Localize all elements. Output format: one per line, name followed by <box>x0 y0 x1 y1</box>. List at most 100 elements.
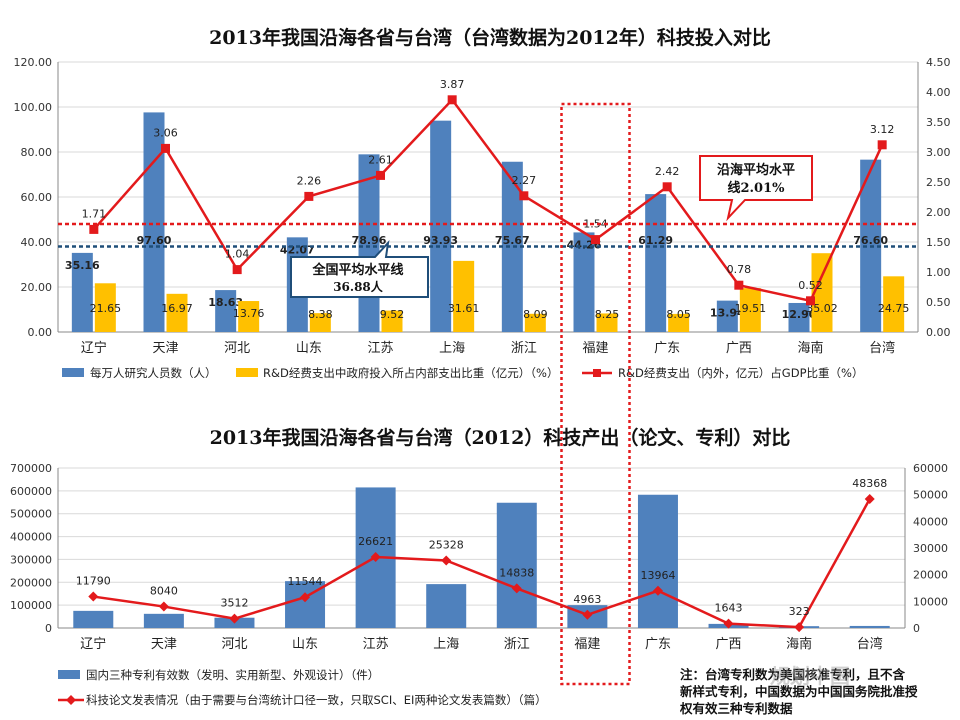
top-chart-title: 2013年我国沿海各省与台湾（台湾数据为2012年）科技投入对比 <box>209 26 771 49</box>
top-line-point <box>662 182 672 192</box>
top-bar <box>309 313 331 332</box>
top-line-point <box>806 296 815 306</box>
bottom-right-tick-label: 30000 <box>913 542 948 555</box>
top-legend-swatch <box>62 368 84 377</box>
footnote: 注：台湾专利数为美国核准专利，且不含 新样式专利，中国数据为中国国务院批准授 权… <box>680 666 952 717</box>
top-bar-value-label: 16.97 <box>161 302 193 315</box>
bottom-right-tick-label: 10000 <box>913 595 948 608</box>
top-bar-value-label: 8.38 <box>308 308 333 321</box>
coastal-callout-text-line-2: 线2.01% <box>727 180 785 196</box>
top-left-tick-label: 80.00 <box>21 146 53 159</box>
top-category-label: 天津 <box>152 341 178 356</box>
top-bar-value-label: 97.60 <box>137 234 172 247</box>
top-legend-label: R&D经费支出中政府投入所占内部支出比重（亿元）（%） <box>263 366 559 380</box>
bottom-bar <box>637 494 678 628</box>
bottom-bar <box>73 610 114 628</box>
top-left-tick-label: 0.00 <box>28 326 53 339</box>
top-bar-value-label: 78.96 <box>352 234 387 247</box>
bottom-legend-swatch <box>58 670 80 679</box>
top-left-tick-label: 40.00 <box>21 236 53 249</box>
bottom-line-value-label: 3512 <box>220 597 248 610</box>
bottom-left-tick-label: 200000 <box>10 576 52 589</box>
top-bar <box>788 302 810 332</box>
top-right-tick-label: 3.00 <box>926 146 951 159</box>
top-bar <box>811 253 833 332</box>
top-left-tick-label: 100.00 <box>14 101 53 114</box>
footnote-line-2: 新样式专利，中国数据为中国国务院批准授 <box>680 684 918 699</box>
bottom-category-label: 辽宁 <box>80 636 106 652</box>
top-line-point <box>447 95 457 105</box>
top-category-label: 辽宁 <box>81 340 107 356</box>
bottom-left-tick-label: 400000 <box>10 531 52 544</box>
bottom-category-label: 海南 <box>786 636 812 652</box>
top-bar <box>238 301 260 332</box>
bottom-line-point <box>582 609 593 620</box>
footnote-line-3: 权有效三种专利数据 <box>680 701 793 716</box>
top-right-tick-label: 4.00 <box>926 86 951 99</box>
bottom-bar <box>426 584 467 628</box>
top-line-value-label: 3.87 <box>440 78 465 91</box>
bottom-chart-title: 2013年我国沿海各省与台湾（2012）科技产出（论文、专利）对比 <box>210 426 791 449</box>
bottom-line-value-label: 11544 <box>288 575 323 588</box>
top-line-point <box>877 140 887 150</box>
bottom-category-label: 山东 <box>292 637 318 652</box>
bottom-category-label: 上海 <box>433 637 459 652</box>
top-bar-value-label: 9.52 <box>380 308 405 321</box>
top-bar-value-label: 19.51 <box>735 302 767 315</box>
top-bar-value-label: 21.65 <box>90 302 122 315</box>
top-legend-label: R&D经费支出（内外，亿元）占GDP比重（%） <box>618 366 863 380</box>
top-bar <box>215 290 237 332</box>
top-bar <box>524 313 546 332</box>
top-bar <box>883 276 905 332</box>
bottom-line-value-label: 1643 <box>715 602 743 615</box>
top-line-point <box>591 235 600 245</box>
top-right-tick-label: 0.00 <box>926 326 951 339</box>
bottom-line-point <box>441 555 452 566</box>
top-category-label: 江苏 <box>367 340 393 356</box>
bottom-right-tick-label: 50000 <box>913 489 948 502</box>
top-line-value-label: 3.06 <box>153 126 178 139</box>
bottom-line-value-label: 11790 <box>76 575 111 588</box>
top-right-tick-label: 2.50 <box>926 176 951 189</box>
top-bar <box>453 260 475 332</box>
bottom-line-value-label: 323 <box>789 605 810 618</box>
bottom-category-label: 天津 <box>151 637 177 652</box>
bottom-category-label: 台湾 <box>857 636 883 652</box>
bottom-line-point <box>229 613 240 624</box>
bottom-legend-label: 科技论文发表情况（由于需要与台湾统计口径一致，只取SCI、EI两种论文发表篇数）… <box>86 693 547 707</box>
top-line-point <box>161 143 170 153</box>
top-legend-swatch <box>236 368 258 377</box>
bottom-legend-label: 国内三种专利有效数（发明、实用新型、外观设计）（件） <box>86 668 379 682</box>
top-category-label: 山东 <box>296 341 322 356</box>
bottom-right-tick-label: 20000 <box>913 569 948 582</box>
top-bar <box>501 161 523 332</box>
bottom-line-point <box>652 585 663 596</box>
top-line-point <box>376 170 385 180</box>
top-category-label: 浙江 <box>511 341 537 356</box>
top-left-tick-label: 120.00 <box>14 56 53 69</box>
top-line-value-label: 0.78 <box>727 263 752 276</box>
top-bar <box>739 288 761 332</box>
bottom-right-tick-label: 60000 <box>913 462 948 475</box>
top-category-label: 广东 <box>654 341 680 356</box>
top-bar-value-label: 18.63 <box>208 296 243 309</box>
bottom-category-label: 河北 <box>221 637 247 652</box>
top-bar-value-label: 61.29 <box>638 234 673 247</box>
bottom-line-value-label: 25328 <box>429 538 464 551</box>
coastal-callout-text-line-1: 沿海平均水平 <box>717 162 795 178</box>
national-callout-text-line-1: 全国平均水平线 <box>311 262 403 278</box>
bottom-left-tick-label: 700000 <box>10 462 52 475</box>
top-category-label: 河北 <box>224 341 250 356</box>
bottom-line-point <box>158 601 169 612</box>
top-right-tick-label: 1.00 <box>926 266 951 279</box>
bottom-line-point <box>88 591 99 602</box>
top-bar <box>430 120 452 332</box>
top-left-tick-label: 60.00 <box>21 191 53 204</box>
top-legend-marker <box>593 369 601 377</box>
top-line-value-label: 1.71 <box>82 207 107 220</box>
top-bar <box>573 232 595 332</box>
top-bar <box>381 310 403 332</box>
bottom-line-point <box>370 552 381 563</box>
top-bar <box>716 300 738 332</box>
